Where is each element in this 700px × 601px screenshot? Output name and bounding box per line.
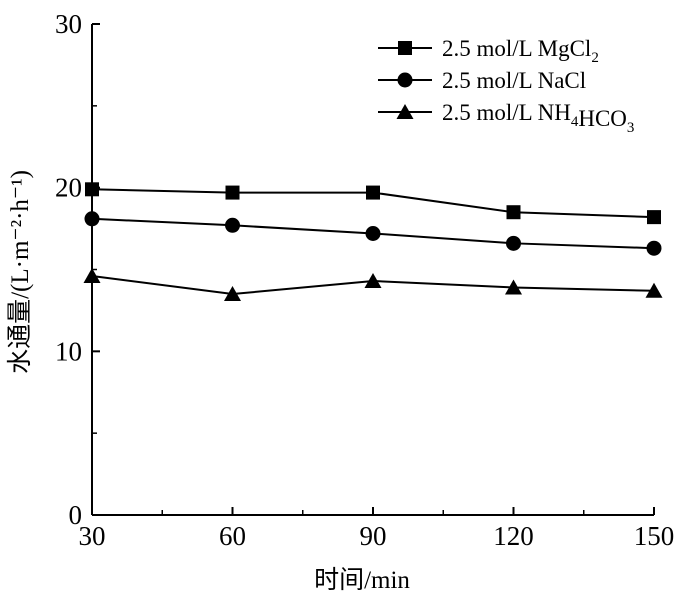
legend-label: 2.5 mol/L NH4HCO3 bbox=[442, 100, 634, 136]
legend-label: 2.5 mol/L MgCl2 bbox=[442, 36, 599, 66]
x-tick-label: 90 bbox=[360, 521, 387, 551]
data-point bbox=[645, 282, 663, 298]
data-point bbox=[647, 210, 661, 225]
series-triangle bbox=[83, 268, 663, 302]
y-tick-label: 0 bbox=[69, 500, 83, 530]
y-tick-label: 10 bbox=[55, 336, 82, 366]
ticks: 0 10 20 30 30 60 90 120 150 bbox=[55, 9, 674, 551]
series-square bbox=[85, 182, 661, 225]
data-point bbox=[506, 235, 521, 251]
x-tick-label: 60 bbox=[219, 521, 246, 551]
data-point bbox=[224, 286, 241, 302]
data-point bbox=[365, 225, 381, 241]
data-point bbox=[506, 205, 521, 220]
data-point bbox=[85, 182, 99, 197]
legend-entry: 2.5 mol/L NH4HCO3 bbox=[378, 100, 634, 136]
axes bbox=[91, 24, 654, 516]
x-tick-label: 120 bbox=[493, 521, 534, 551]
legend-marker bbox=[396, 104, 414, 119]
legend-entry: 2.5 mol/L NaCl bbox=[378, 68, 586, 93]
data-point bbox=[364, 272, 382, 288]
legend-marker bbox=[397, 72, 413, 88]
legend-marker bbox=[398, 41, 412, 55]
series-circle bbox=[84, 211, 662, 256]
legend-entry: 2.5 mol/L MgCl2 bbox=[378, 36, 599, 66]
data-point bbox=[84, 211, 100, 227]
y-tick-label: 20 bbox=[55, 173, 82, 203]
x-tick-label: 150 bbox=[634, 521, 675, 551]
data-point bbox=[505, 279, 522, 295]
data-point bbox=[225, 217, 240, 233]
data-point bbox=[366, 185, 380, 200]
legend-label: 2.5 mol/L NaCl bbox=[442, 68, 586, 93]
y-tick-label: 30 bbox=[55, 9, 82, 39]
series-layer bbox=[83, 182, 663, 302]
y-axis-title: 水通量/(L·m⁻²·h⁻¹) bbox=[6, 170, 34, 374]
data-point bbox=[225, 185, 240, 200]
data-point bbox=[83, 268, 101, 284]
x-axis-title: 时间/min bbox=[314, 566, 410, 594]
data-point bbox=[646, 240, 662, 256]
x-tick-label: 30 bbox=[79, 521, 106, 551]
